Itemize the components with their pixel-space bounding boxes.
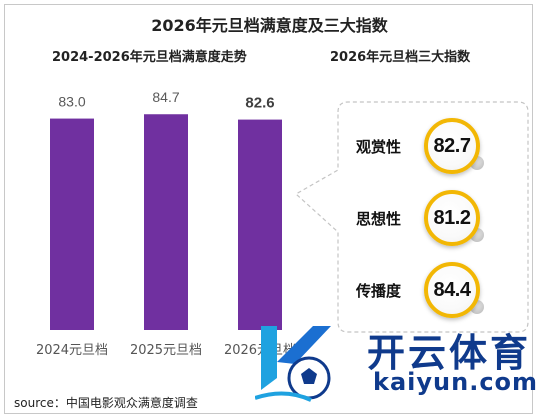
- index-badge-viewing: 82.7: [424, 118, 480, 174]
- bar-0: [50, 118, 94, 330]
- index-value-spread: 84.4: [433, 278, 471, 301]
- chart-frame: [4, 4, 533, 414]
- watermark-text-cn: 开云体育: [367, 331, 532, 375]
- index-row-ideology: 思想性 81.2: [356, 190, 526, 246]
- x-tick-label-1: 2025元旦档: [130, 343, 202, 358]
- watermark-text-en: kaiyun.com: [373, 368, 539, 396]
- index-badge-ideology: 81.2: [424, 190, 480, 246]
- x-tick-label-0: 2024元旦档: [36, 343, 108, 358]
- source-note: source：中国电影观众满意度调查: [14, 396, 198, 410]
- index-row-spread: 传播度 84.4: [356, 262, 526, 318]
- index-row-viewing: 观赏性 82.7: [356, 118, 526, 174]
- bar-value-label-1: 84.7: [152, 89, 179, 105]
- bar-chart-title: 2024-2026年元旦档满意度走势: [52, 50, 247, 65]
- bar-value-label-0: 83.0: [58, 94, 85, 110]
- chart-title: 2026年元旦档满意度及三大指数: [151, 16, 388, 35]
- index-label-viewing: 观赏性: [356, 138, 402, 156]
- index-panel-title: 2026年元旦档三大指数: [330, 50, 471, 65]
- watermark-logo: 开云体育 kaiyun.com: [255, 318, 539, 402]
- index-value-viewing: 82.7: [433, 134, 471, 157]
- index-badge-spread: 84.4: [424, 262, 480, 318]
- index-label-ideology: 思想性: [356, 210, 402, 228]
- bar-value-label-2: 82.6: [245, 95, 274, 112]
- x-tick-label-2: 2026元旦档: [224, 343, 296, 358]
- index-label-spread: 传播度: [356, 282, 402, 300]
- bar-2: [238, 119, 282, 331]
- watermark-k-icon: [255, 326, 331, 402]
- index-value-ideology: 81.2: [433, 206, 471, 229]
- bar-1: [144, 114, 188, 331]
